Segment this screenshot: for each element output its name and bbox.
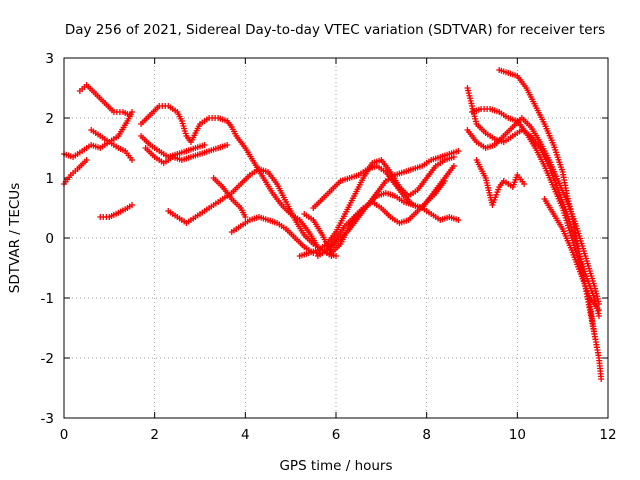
y-tick-label: -3: [41, 411, 54, 427]
x-tick-label: 0: [60, 427, 69, 443]
y-axis-label: SDTVAR / TECUs: [7, 183, 23, 293]
y-tick-label: 1: [45, 171, 54, 187]
data-marks: [61, 67, 605, 382]
series-track: [88, 127, 135, 163]
plot-frame: [63, 57, 609, 419]
data-point: [450, 154, 457, 160]
series-track: [314, 178, 448, 259]
series-track: [301, 190, 462, 256]
data-point: [450, 163, 457, 169]
data-point: [242, 214, 249, 220]
series-track: [473, 157, 528, 208]
data-point: [441, 178, 448, 184]
y-tick-label: 3: [45, 51, 54, 67]
y-tick-label: 2: [45, 111, 54, 127]
data-point: [83, 157, 90, 163]
x-tick-label: 12: [599, 427, 616, 443]
series-track: [165, 166, 335, 259]
data-point: [126, 112, 133, 118]
data-point: [598, 376, 605, 382]
data-point: [595, 313, 602, 319]
chart-title: Day 256 of 2021, Sidereal Day-to-day VTE…: [65, 22, 605, 38]
y-tick-label: -2: [41, 351, 54, 367]
series-track: [541, 196, 602, 313]
data-point: [595, 307, 602, 313]
x-tick-label: 6: [332, 427, 341, 443]
series-track: [76, 82, 133, 118]
series-track: [138, 103, 339, 259]
series-track: [210, 175, 249, 220]
y-tick-label: -1: [41, 291, 54, 307]
x-tick-label: 2: [150, 427, 159, 443]
data-point: [455, 217, 462, 223]
series-track: [464, 85, 602, 319]
series-track: [496, 67, 605, 382]
data-point: [129, 157, 135, 163]
data-point: [455, 148, 462, 154]
data-point: [129, 202, 135, 208]
y-tick-label: 0: [45, 231, 54, 247]
x-axis-label: GPS time / hours: [279, 458, 392, 474]
data-point: [201, 142, 208, 148]
x-tick-label: 10: [509, 427, 526, 443]
data-point: [224, 142, 231, 148]
series-track: [97, 202, 135, 220]
series-track: [138, 133, 208, 160]
series-track: [61, 109, 135, 160]
series-track: [61, 157, 90, 187]
x-tick-label: 4: [241, 427, 250, 443]
data-point: [521, 181, 528, 187]
x-tick-label: 8: [422, 427, 431, 443]
